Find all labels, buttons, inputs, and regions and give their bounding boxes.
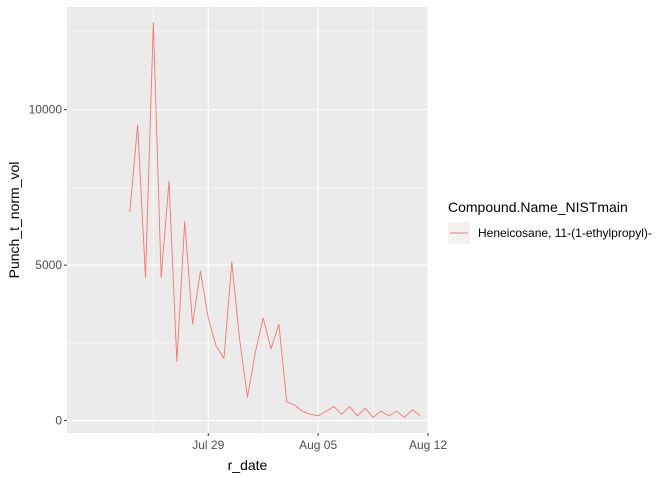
y-tick-label: 10000	[29, 103, 63, 117]
y-tick-label: 5000	[35, 258, 62, 272]
y-tick-label: 0	[55, 414, 62, 428]
y-axis: 0 5000 10000	[29, 103, 67, 428]
plot-panel	[67, 7, 428, 433]
x-tick-label: Aug 05	[299, 438, 337, 452]
y-axis-title: Punch_t_norm_vol	[6, 162, 22, 279]
minor-gridlines	[67, 7, 428, 433]
x-axis: Jul 29 Aug 05 Aug 12	[192, 433, 447, 452]
legend-label-heneicosane: Heneicosane, 11-(1-ethylpropyl)-	[478, 226, 652, 240]
legend: Compound.Name_NISTmain Heneicosane, 11-(…	[448, 199, 652, 244]
series-layer	[129, 22, 421, 418]
x-tick-label: Jul 29	[192, 438, 224, 452]
major-gridlines	[67, 7, 429, 433]
x-axis-title: r_date	[228, 457, 268, 473]
legend-title: Compound.Name_NISTmain	[448, 199, 628, 215]
x-tick-label: Aug 12	[409, 438, 447, 452]
series-line-0	[129, 22, 421, 418]
